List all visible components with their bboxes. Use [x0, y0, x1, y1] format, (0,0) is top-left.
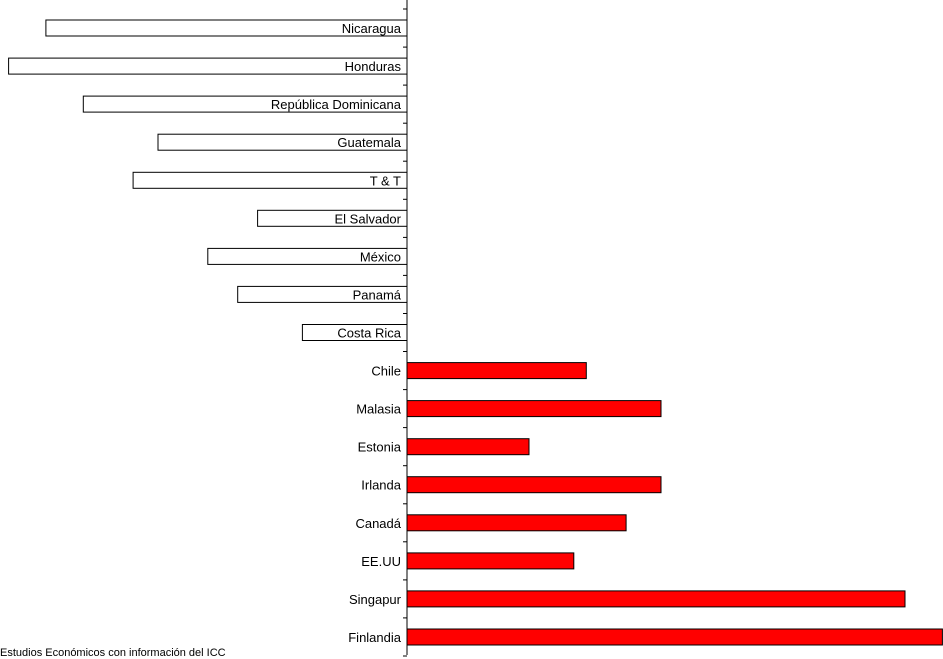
category-label-14: EE.UU	[361, 554, 401, 569]
category-label-5: El Salvador	[335, 211, 402, 226]
bar-11	[406, 438, 530, 456]
bar-15	[406, 590, 906, 608]
category-label-15: Singapur	[349, 592, 402, 607]
category-label-13: Canadá	[355, 516, 401, 531]
category-label-10: Malasia	[356, 402, 402, 417]
bar-14	[406, 552, 575, 570]
category-label-0: Nicaragua	[342, 21, 402, 36]
category-label-2: República Dominicana	[271, 97, 402, 112]
category-label-3: Guatemala	[337, 135, 401, 150]
category-label-11: Estonia	[358, 440, 402, 455]
category-label-16: Finlandia	[348, 630, 402, 645]
bar-12	[406, 476, 662, 494]
bar-13	[406, 514, 627, 532]
category-label-7: Panamá	[353, 287, 402, 302]
category-label-8: Costa Rica	[337, 326, 401, 341]
category-label-6: México	[360, 249, 401, 264]
bar-16	[406, 628, 943, 646]
category-label-9: Chile	[371, 364, 401, 379]
category-label-12: Irlanda	[361, 478, 402, 493]
source-note: Estudios Económicos con información del …	[0, 647, 226, 659]
bar-4	[132, 171, 408, 189]
bar-9	[406, 362, 587, 380]
category-label-1: Honduras	[345, 59, 402, 74]
category-label-4: T & T	[370, 173, 401, 188]
bar-10	[406, 400, 662, 418]
